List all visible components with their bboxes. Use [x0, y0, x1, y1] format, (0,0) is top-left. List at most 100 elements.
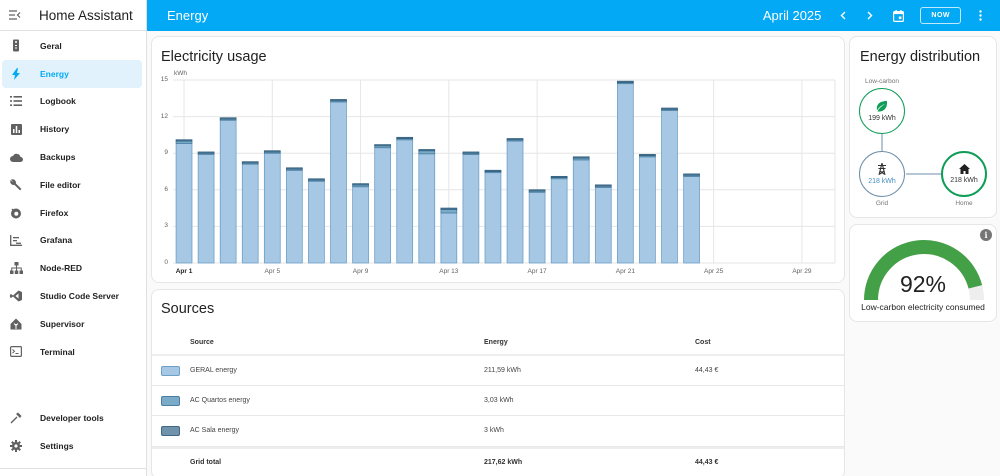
chart-bar-segment[interactable]: [219, 119, 237, 264]
sources-card: Sources Source Energy Cost GERAL energy …: [151, 289, 845, 476]
chart-bar-segment[interactable]: [661, 109, 678, 264]
chart-bar-segment[interactable]: [639, 154, 656, 157]
chart-bar-segment[interactable]: [418, 149, 436, 152]
sidebar-item-supervisor[interactable]: Supervisor: [2, 310, 142, 338]
chart-bar-segment[interactable]: [594, 186, 612, 264]
electricity-usage-card: Electricity usage 0 3 6 9 12 15 Apr 1 Apr 5 Apr …: [151, 36, 845, 283]
chevron-right-icon: [867, 11, 873, 20]
grid-node[interactable]: 218 kWh: [859, 151, 905, 197]
console-icon: [4, 346, 28, 358]
chart-bar-segment[interactable]: [330, 99, 347, 102]
next-period-button[interactable]: [856, 2, 883, 29]
chart-bar-segment[interactable]: [550, 177, 568, 264]
page-title: Energy: [167, 8, 209, 23]
previous-period-button[interactable]: [829, 2, 856, 29]
sidebar-item-developer-tools[interactable]: Developer tools: [2, 404, 142, 432]
menu-open-icon[interactable]: [0, 10, 28, 20]
y-axis-tick-label: 9: [164, 149, 168, 157]
chart-bar-segment[interactable]: [396, 136, 414, 139]
chart-bar-segment[interactable]: [484, 171, 502, 264]
chart-bar-segment[interactable]: [352, 183, 369, 186]
chart-bar-segment[interactable]: [241, 161, 259, 164]
chart-bar-segment[interactable]: [484, 169, 502, 172]
app-title: Home Assistant: [39, 7, 133, 23]
electricity-usage-chart[interactable]: 0 3 6 9 12 15 Apr 1 Apr 5 Apr 9 Apr 13 Apr 17 Apr 2…: [152, 37, 846, 284]
sidebar-item-history[interactable]: History: [2, 115, 142, 143]
sidebar: Home Assistant Geral Energy Logbook Hist…: [0, 0, 147, 476]
chart-bar-segment[interactable]: [197, 153, 215, 264]
chart-bar-segment[interactable]: [175, 143, 193, 264]
chart-bar-segment[interactable]: [352, 186, 369, 264]
chart-bar-segment[interactable]: [219, 117, 237, 120]
chart-bar-segment[interactable]: [594, 184, 612, 187]
sidebar-nav: Geral Energy Logbook History Backups Fil…: [0, 31, 146, 366]
chart-bar-segment[interactable]: [617, 83, 634, 264]
sidebar-item-backups[interactable]: Backups: [2, 143, 142, 171]
sidebar-item-studio-code-server[interactable]: Studio Code Server: [2, 282, 142, 310]
chart-bar-segment[interactable]: [661, 107, 678, 110]
sidebar-item-terminal[interactable]: Terminal: [2, 338, 142, 366]
dots-vertical-icon: [979, 10, 982, 21]
y-axis-tick-label: 12: [160, 112, 168, 120]
chart-bar-segment[interactable]: [528, 191, 546, 264]
sidebar-item-geral[interactable]: Geral: [2, 32, 142, 60]
sidebar-item-logbook[interactable]: Logbook: [2, 88, 142, 116]
gauge-label: Low-carbon electricity consumed: [861, 302, 985, 312]
chart-bar-segment[interactable]: [241, 163, 259, 264]
chart-bar-segment[interactable]: [308, 180, 325, 264]
chart-bar-segment[interactable]: [550, 175, 568, 179]
chart-bar-segment[interactable]: [330, 101, 347, 264]
sidebar-item-node-red[interactable]: Node-RED: [2, 254, 142, 282]
x-axis-tick-label: Apr 1: [175, 268, 193, 275]
low-carbon-value: 199 kWh: [868, 114, 896, 122]
card-title: Electricity usage: [161, 49, 267, 65]
source-energy: 3 kWh: [484, 427, 504, 435]
info-icon[interactable]: i: [980, 229, 992, 241]
chart-bar-segment[interactable]: [572, 159, 590, 264]
chart-bar-segment[interactable]: [308, 178, 325, 181]
sidebar-item-energy[interactable]: Energy: [2, 59, 142, 88]
chart-bar-segment[interactable]: [528, 189, 546, 192]
sidebar-header: Home Assistant: [0, 0, 146, 31]
y-axis-tick-label: 15: [160, 76, 168, 83]
home-node[interactable]: 218 kWh: [941, 151, 987, 197]
chart-bar-segment[interactable]: [440, 208, 458, 214]
chart-bar-segment[interactable]: [286, 169, 303, 264]
chart-bar-segment[interactable]: [440, 212, 458, 264]
chart-bar-segment[interactable]: [418, 150, 436, 155]
chart-bar-segment[interactable]: [462, 151, 480, 154]
chart-bar-segment[interactable]: [418, 153, 436, 264]
chart-bar-segment[interactable]: [506, 140, 524, 264]
chart-bar-segment[interactable]: [617, 80, 634, 83]
chart-bar-segment[interactable]: [683, 173, 700, 176]
chart-bar-segment[interactable]: [506, 138, 524, 141]
now-button[interactable]: NOW: [920, 7, 961, 24]
chart-bar-segment[interactable]: [175, 139, 193, 142]
color-swatch: [161, 365, 180, 376]
overflow-menu-button[interactable]: [967, 2, 994, 29]
chart-bar-segment[interactable]: [396, 139, 414, 264]
chart-bar-segment[interactable]: [683, 175, 700, 264]
calendar-button[interactable]: [885, 2, 912, 29]
low-carbon-node[interactable]: 199 kWh: [859, 88, 905, 134]
chart-bar-segment[interactable]: [374, 147, 391, 264]
chart-bar-segment[interactable]: [639, 156, 656, 264]
chart-bar-segment[interactable]: [572, 156, 590, 159]
total-label: Grid total: [190, 459, 222, 467]
chart-bar-segment[interactable]: [462, 154, 480, 264]
card-title: Energy distribution: [860, 49, 981, 65]
chart-bar-segment[interactable]: [286, 167, 303, 170]
sidebar-item-grafana[interactable]: Grafana: [2, 227, 142, 255]
sidebar-item-settings[interactable]: Settings: [2, 432, 142, 460]
total-energy: 217,62 kWh: [484, 459, 523, 467]
cog-icon: [4, 439, 28, 452]
chart-bar-segment[interactable]: [197, 151, 215, 154]
low-carbon-label: Low-carbon: [865, 78, 899, 85]
hammer-icon: [4, 412, 28, 424]
chart-bar-segment[interactable]: [374, 144, 391, 147]
chart-bar-segment[interactable]: [263, 150, 281, 153]
chart-bar-segment[interactable]: [263, 152, 281, 264]
chart-bar-segment[interactable]: [440, 207, 458, 210]
sidebar-item-firefox[interactable]: Firefox: [2, 199, 142, 227]
sidebar-item-file-editor[interactable]: File editor: [2, 171, 142, 199]
